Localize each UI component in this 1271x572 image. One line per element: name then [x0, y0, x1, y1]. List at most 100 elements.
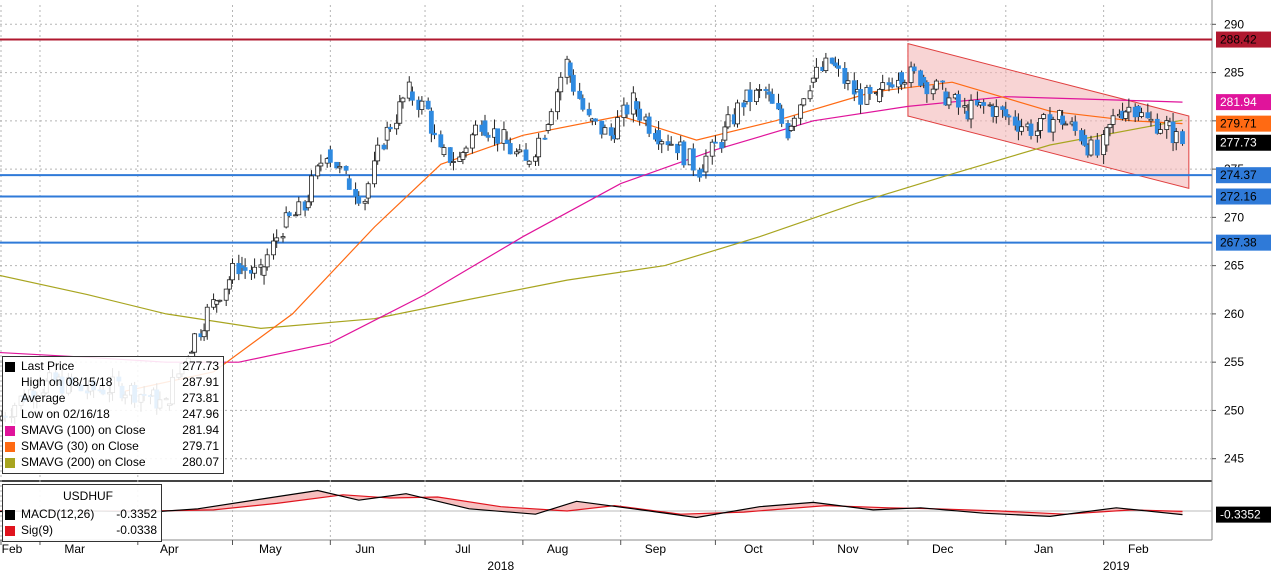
- price-tag: 279.71: [1220, 117, 1257, 131]
- candle-body: [252, 266, 257, 274]
- level-tag: 267.38: [1220, 236, 1257, 250]
- legend-label: High on 08/15/18: [21, 375, 113, 389]
- candle-body: [1016, 120, 1021, 132]
- candle-body: [637, 108, 643, 121]
- candle-body: [908, 66, 914, 83]
- candle-body: [968, 100, 974, 120]
- candle-body: [264, 254, 270, 268]
- candle-body: [296, 201, 302, 216]
- candle-body: [1006, 115, 1012, 118]
- candle-body: [930, 88, 936, 95]
- candle-body: [400, 97, 406, 103]
- x-month-label: Dec: [932, 542, 953, 556]
- candle-body: [501, 129, 507, 144]
- legend-label: Last Price: [21, 359, 75, 373]
- x-month-label: Feb: [2, 542, 23, 556]
- candle-body: [381, 144, 387, 150]
- candle-body: [558, 76, 564, 93]
- y-tick-label: 260: [1224, 307, 1244, 321]
- legend-label: SMAVG (100) on Close: [21, 423, 146, 437]
- y-tick-label: 265: [1224, 259, 1244, 273]
- candle-body: [602, 127, 608, 135]
- candle-body: [258, 264, 264, 268]
- candle-body: [280, 236, 286, 239]
- legend-label: Low on 02/16/18: [21, 407, 110, 421]
- candle-body: [921, 76, 927, 83]
- price-tag-bg: [1216, 134, 1271, 151]
- candle-body: [810, 77, 816, 83]
- candle-body: [956, 94, 961, 108]
- candle-body: [236, 263, 242, 275]
- candle-body: [346, 178, 352, 190]
- candle-body: [924, 82, 930, 95]
- candle-body: [889, 84, 895, 88]
- candle-body: [555, 91, 560, 113]
- y-tick-label: 290: [1224, 17, 1244, 31]
- legend-value: 273.81: [182, 391, 219, 405]
- y-tick-label: 250: [1224, 403, 1244, 417]
- candle-body: [356, 195, 362, 204]
- candle-body: [567, 62, 573, 76]
- macd-histogram-fill: [0, 490, 1183, 518]
- candle-body: [318, 162, 324, 167]
- candle-body: [1123, 111, 1129, 119]
- candle-body: [766, 91, 772, 95]
- x-month-label: Sep: [645, 542, 667, 556]
- y-tick-label: 245: [1224, 452, 1244, 466]
- candle-body: [801, 98, 807, 106]
- x-month-label: Jun: [355, 542, 374, 556]
- candle-body: [886, 82, 892, 86]
- legend-swatch: [5, 457, 15, 468]
- candle-body: [1094, 139, 1100, 156]
- candle-body: [1082, 134, 1088, 146]
- candle-body: [533, 156, 538, 162]
- candle-body: [397, 101, 403, 124]
- candle-body: [283, 212, 289, 228]
- candle-body: [902, 82, 908, 85]
- candle-body: [545, 124, 551, 131]
- candle-body: [1034, 130, 1040, 136]
- candle-body: [769, 93, 775, 104]
- candle-body: [851, 80, 857, 95]
- candle-body: [542, 137, 548, 140]
- candle-body: [526, 160, 532, 165]
- candle-body: [428, 110, 434, 134]
- candle-body: [1063, 123, 1069, 126]
- candle-body: [842, 67, 848, 84]
- level-tag: 274.37: [1220, 168, 1257, 182]
- candle-body: [624, 104, 630, 115]
- candle-body: [1145, 112, 1151, 119]
- candle-body: [375, 144, 381, 162]
- candle-body: [451, 161, 456, 163]
- legend-row-high: High on 08/15/18 287.91: [5, 375, 221, 390]
- candle-body: [722, 126, 728, 141]
- y-tick-label: 255: [1224, 355, 1244, 369]
- candle-body: [656, 130, 661, 145]
- legend-label: SMAVG (200) on Close: [21, 455, 146, 469]
- candle-body: [754, 89, 759, 103]
- candle-body: [845, 80, 851, 84]
- candle-body: [940, 80, 946, 83]
- legend-swatch: [5, 361, 15, 372]
- candle-body: [1088, 139, 1094, 156]
- x-month-label: Aug: [547, 542, 568, 556]
- candle-body: [343, 165, 349, 171]
- candle-body: [634, 101, 639, 110]
- legend-value: 279.71: [182, 439, 219, 453]
- legend-value: 281.94: [182, 423, 219, 437]
- legend-value: -0.0338: [116, 523, 157, 537]
- candle-body: [261, 266, 267, 276]
- candle-body: [779, 108, 785, 124]
- candle-body: [239, 265, 245, 268]
- candle-body: [877, 88, 882, 102]
- candle-body: [593, 118, 598, 122]
- candle-body: [993, 106, 999, 117]
- candle-body: [615, 117, 620, 140]
- candle-body: [646, 116, 652, 134]
- candle-body: [1135, 105, 1141, 117]
- candle-body: [665, 141, 671, 146]
- candle-body: [807, 90, 813, 100]
- legend-row-low: Low on 02/16/18 247.96: [5, 407, 221, 422]
- candle-body: [681, 141, 687, 166]
- legend-row-sma30: SMAVG (30) on Close 279.71: [5, 439, 221, 454]
